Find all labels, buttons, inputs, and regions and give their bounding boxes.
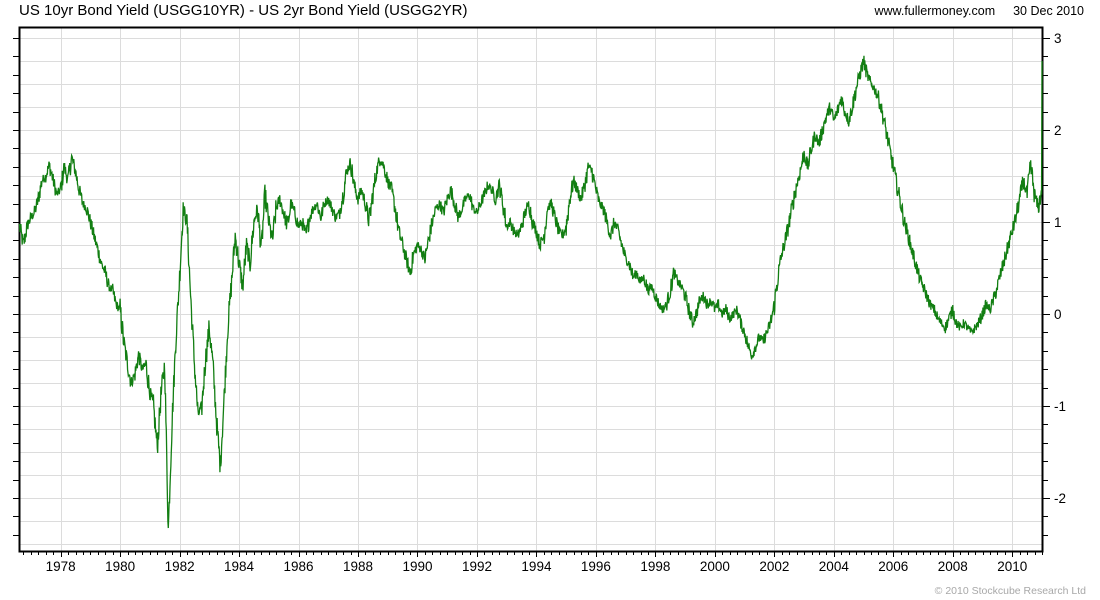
chart-header: US 10yr Bond Yield (USGG10YR) - US 2yr B… [0, 0, 1100, 26]
plot-frame [18, 26, 1044, 553]
source-website: www.fullermoney.com [874, 4, 996, 18]
x-tick-label: 1998 [640, 559, 670, 574]
x-tick-label: 2004 [819, 559, 850, 574]
page-title: US 10yr Bond Yield (USGG10YR) - US 2yr B… [19, 2, 468, 19]
x-tick-label: 1980 [105, 559, 135, 574]
x-tick-label: 1978 [46, 559, 76, 574]
x-tick-label: 1986 [284, 559, 314, 574]
axis-ticks [13, 37, 1050, 557]
x-tick-label: 1982 [165, 559, 195, 574]
x-tick-label: 1996 [581, 559, 611, 574]
x-tick-label: 1988 [343, 559, 373, 574]
y-tick-label: -2 [1054, 491, 1066, 506]
chart-date: 30 Dec 2010 [1013, 4, 1084, 18]
y-tick-label: 1 [1054, 215, 1062, 230]
y-tick-label: 0 [1054, 307, 1062, 322]
copyright-notice: © 2010 Stockcube Research Ltd [934, 585, 1086, 597]
x-tick-label: 1992 [462, 559, 492, 574]
y-tick-label: 2 [1054, 123, 1062, 138]
x-tick-label: 2000 [700, 559, 730, 574]
gridlines [19, 27, 1042, 551]
data-series-line [18, 55, 1043, 529]
x-tick-label: 2010 [997, 559, 1027, 574]
x-tick-label: 2008 [938, 559, 968, 574]
x-tick-label: 1990 [402, 559, 432, 574]
x-axis-labels: 1978 1980 1982 1984 1986 1988 1990 1992 1994 1996… [46, 559, 1028, 574]
x-tick-label: 1994 [521, 559, 552, 574]
x-tick-label: 1984 [224, 559, 255, 574]
y-axis-labels: 3 2 1 0 -1 -2 [1054, 31, 1066, 506]
x-tick-label: 2002 [759, 559, 789, 574]
header-meta: www.fullermoney.com 30 Dec 2010 [874, 4, 1084, 18]
y-tick-label: 3 [1054, 31, 1062, 46]
y-tick-label: -1 [1054, 399, 1066, 414]
x-tick-label: 2006 [878, 559, 908, 574]
